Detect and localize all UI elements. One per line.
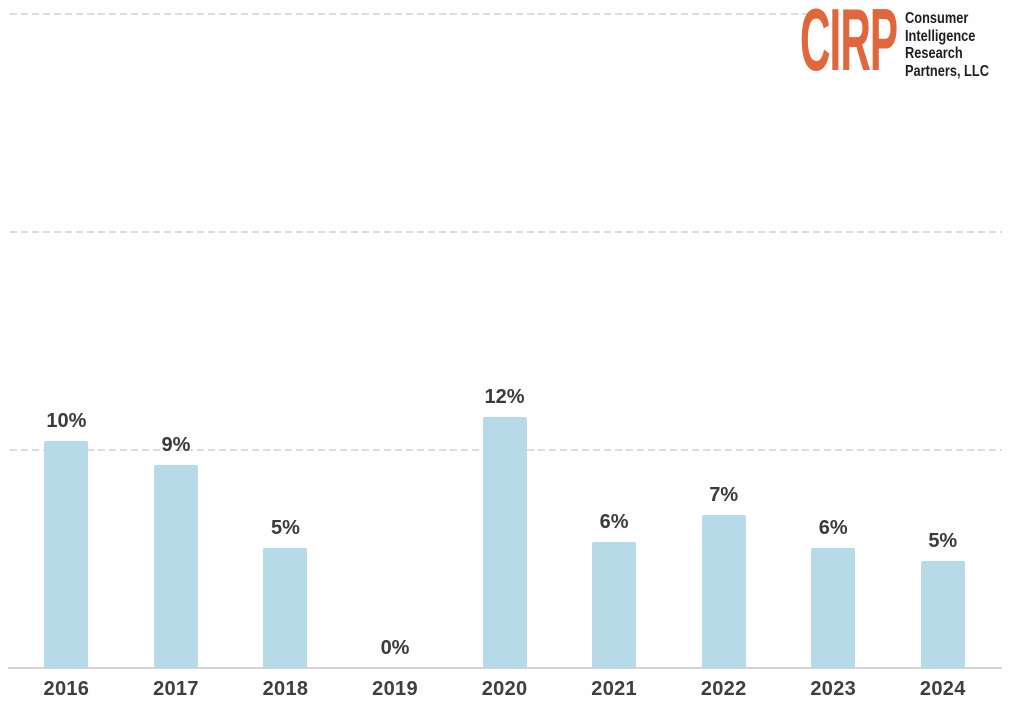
bar-2023 [811, 548, 856, 668]
bar-2021 [592, 542, 637, 668]
cirp-logo-text-line-3: Research [905, 45, 963, 62]
x-tick-2019: 2019 [372, 678, 418, 700]
value-label-2020: 12% [484, 386, 525, 408]
cirp-logo-acronym: CIRP [800, 0, 898, 89]
bar-2016 [44, 441, 89, 668]
x-tick-2021: 2021 [591, 678, 637, 700]
x-tick-2023: 2023 [810, 678, 857, 700]
bar-2024 [920, 561, 965, 668]
x-tick-2024: 2024 [919, 678, 966, 700]
value-label-2016: 10% [46, 410, 87, 432]
bar-2017 [153, 465, 198, 668]
value-label-2021: 6% [599, 511, 629, 533]
value-label-2024: 5% [928, 530, 958, 552]
value-label-2019: 0% [380, 637, 410, 659]
value-label-2018: 5% [271, 517, 300, 539]
gridline-20pct [10, 231, 1002, 233]
x-tick-2020: 2020 [481, 678, 528, 700]
x-axis-line [8, 667, 1002, 669]
value-label-2017: 9% [161, 434, 191, 456]
x-tick-2022: 2022 [700, 678, 747, 700]
x-tick-2017: 2017 [153, 678, 199, 700]
cirp-logo: CIRP Consumer Intelligence Research Partner… [800, 0, 1010, 84]
cirp-logo-text-line-2: Intelligence [905, 27, 976, 45]
x-tick-2018: 2018 [262, 678, 309, 700]
cirp-logo-mark: CIRP [800, 0, 901, 84]
gridline-30pct [10, 13, 808, 15]
bar-2022 [701, 515, 746, 668]
cirp-logo-text-line-4: Partners, LLC [905, 62, 990, 80]
x-tick-2016: 2016 [43, 678, 90, 700]
cirp-logo-text-line-1: Consumer [905, 10, 969, 27]
value-label-2023: 6% [818, 517, 848, 539]
cirp-logo-text: Consumer Intelligence Research Partners, LL… [905, 8, 1010, 80]
value-label-2022: 7% [709, 484, 739, 506]
bar-2020 [482, 417, 527, 668]
bar-2018 [263, 548, 308, 668]
